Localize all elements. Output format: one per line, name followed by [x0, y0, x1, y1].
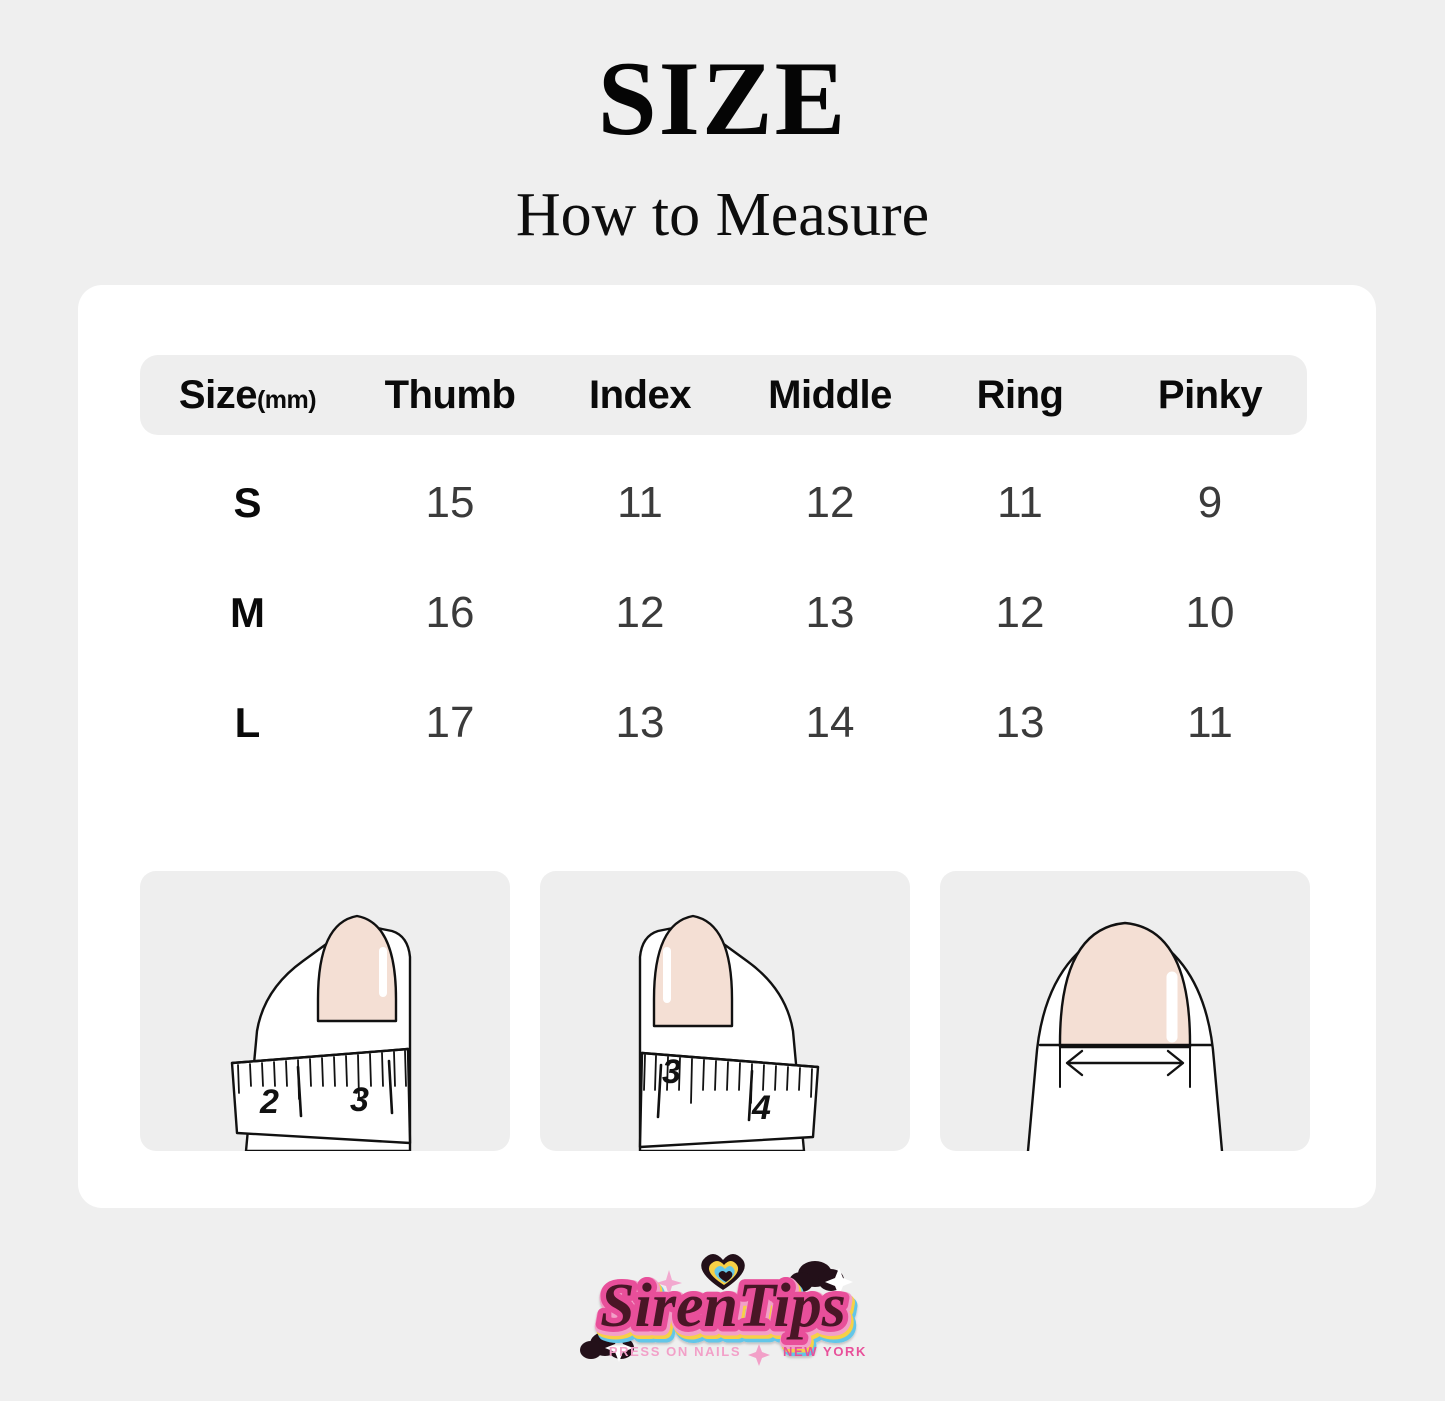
cell-ring: 11 [997, 478, 1043, 527]
illustration-panel-tape-right: 3 4 [540, 871, 910, 1151]
table-body: S 15 11 12 11 9 M 16 12 13 12 10 L 17 13… [140, 448, 1307, 778]
brand-logo: SirenTips SirenTips SirenTips SirenTips … [0, 1248, 1445, 1379]
cell-middle: 12 [805, 478, 855, 527]
cell-index: 12 [615, 588, 665, 637]
column-header-thumb: Thumb [384, 372, 516, 417]
table-row: L 17 13 14 13 11 [140, 668, 1307, 778]
table-row: M 16 12 13 12 10 [140, 558, 1307, 668]
size-table: Size(mm) Thumb Index Middle Ring Pinky S… [140, 355, 1307, 778]
cell-middle: 13 [805, 588, 855, 637]
illustration-panels: 2 3 [140, 871, 1310, 1151]
logo-wordmark-layer-yellow: SirenTips [603, 1277, 849, 1345]
cell-pinky: 11 [1187, 698, 1233, 747]
cell-middle: 14 [805, 698, 855, 747]
logo-decor-cloud-bottom-left [579, 1332, 634, 1362]
page-subtitle: How to Measure [515, 181, 930, 249]
row-size-label: M [230, 589, 265, 636]
logo-tagline-left: PRESS ON NAILS [608, 1344, 740, 1359]
column-header-middle: Middle [768, 372, 892, 417]
illustration-panel-width-arrow [940, 871, 1310, 1151]
column-header-size-unit: (mm) [256, 385, 317, 414]
cell-ring: 13 [995, 698, 1045, 747]
tape-label-first: 2 [259, 1083, 279, 1121]
logo-decor-sparkle-left [655, 1270, 682, 1296]
cell-pinky: 9 [1197, 478, 1223, 527]
logo-tagline-sparkle-icon [747, 1344, 770, 1366]
logo-decor-heart [700, 1254, 745, 1290]
logo-wordmark-layer-blue: SirenTips [605, 1280, 851, 1348]
size-chart-card: Size(mm) Thumb Index Middle Ring Pinky S… [78, 285, 1376, 1208]
column-header-ring: Ring [976, 372, 1064, 417]
column-header-size: Size(mm) [140, 373, 355, 418]
table-header-row: Size(mm) Thumb Index Middle Ring Pinky [140, 355, 1307, 435]
finger-tape-left-icon: 2 3 [230, 914, 412, 1151]
cell-pinky: 10 [1185, 588, 1235, 637]
page-header: SIZE How to Measure [0, 0, 1445, 249]
page-title: SIZE [597, 40, 848, 157]
cell-index: 13 [615, 698, 665, 747]
cell-index: 11 [617, 478, 663, 527]
logo-wordmark: SirenTips SirenTips SirenTips SirenTips … [593, 1267, 859, 1357]
illustration-panel-tape-left: 2 3 [140, 871, 510, 1151]
logo-wordmark-text: SirenTips [600, 1272, 846, 1340]
logo-wordmark-layer-pink: SirenTips [600, 1272, 846, 1340]
logo-tagline-right: NEW YORK [782, 1344, 866, 1359]
cell-ring: 12 [995, 588, 1045, 637]
cell-thumb: 17 [425, 698, 475, 747]
column-header-size-label: Size [178, 372, 258, 417]
cell-thumb: 16 [425, 588, 475, 637]
cell-thumb: 15 [425, 478, 475, 527]
tape-label-first: 3 [662, 1053, 681, 1091]
column-header-index: Index [589, 372, 691, 417]
row-size-label: L [234, 699, 261, 746]
row-size-label: S [233, 479, 262, 526]
tape-label-second: 3 [350, 1081, 369, 1119]
logo-decor-cloud-top-right [788, 1261, 853, 1296]
finger-width-arrow-icon [1026, 921, 1224, 1151]
column-header-pinky: Pinky [1157, 372, 1263, 417]
table-row: S 15 11 12 11 9 [140, 448, 1307, 558]
tape-label-second: 4 [751, 1089, 771, 1127]
finger-tape-right-icon: 3 4 [638, 914, 820, 1151]
sirentips-logo-icon: SirenTips SirenTips SirenTips SirenTips … [579, 1254, 866, 1366]
logo-wordmark-layer-lightpink: SirenTips [601, 1274, 847, 1342]
